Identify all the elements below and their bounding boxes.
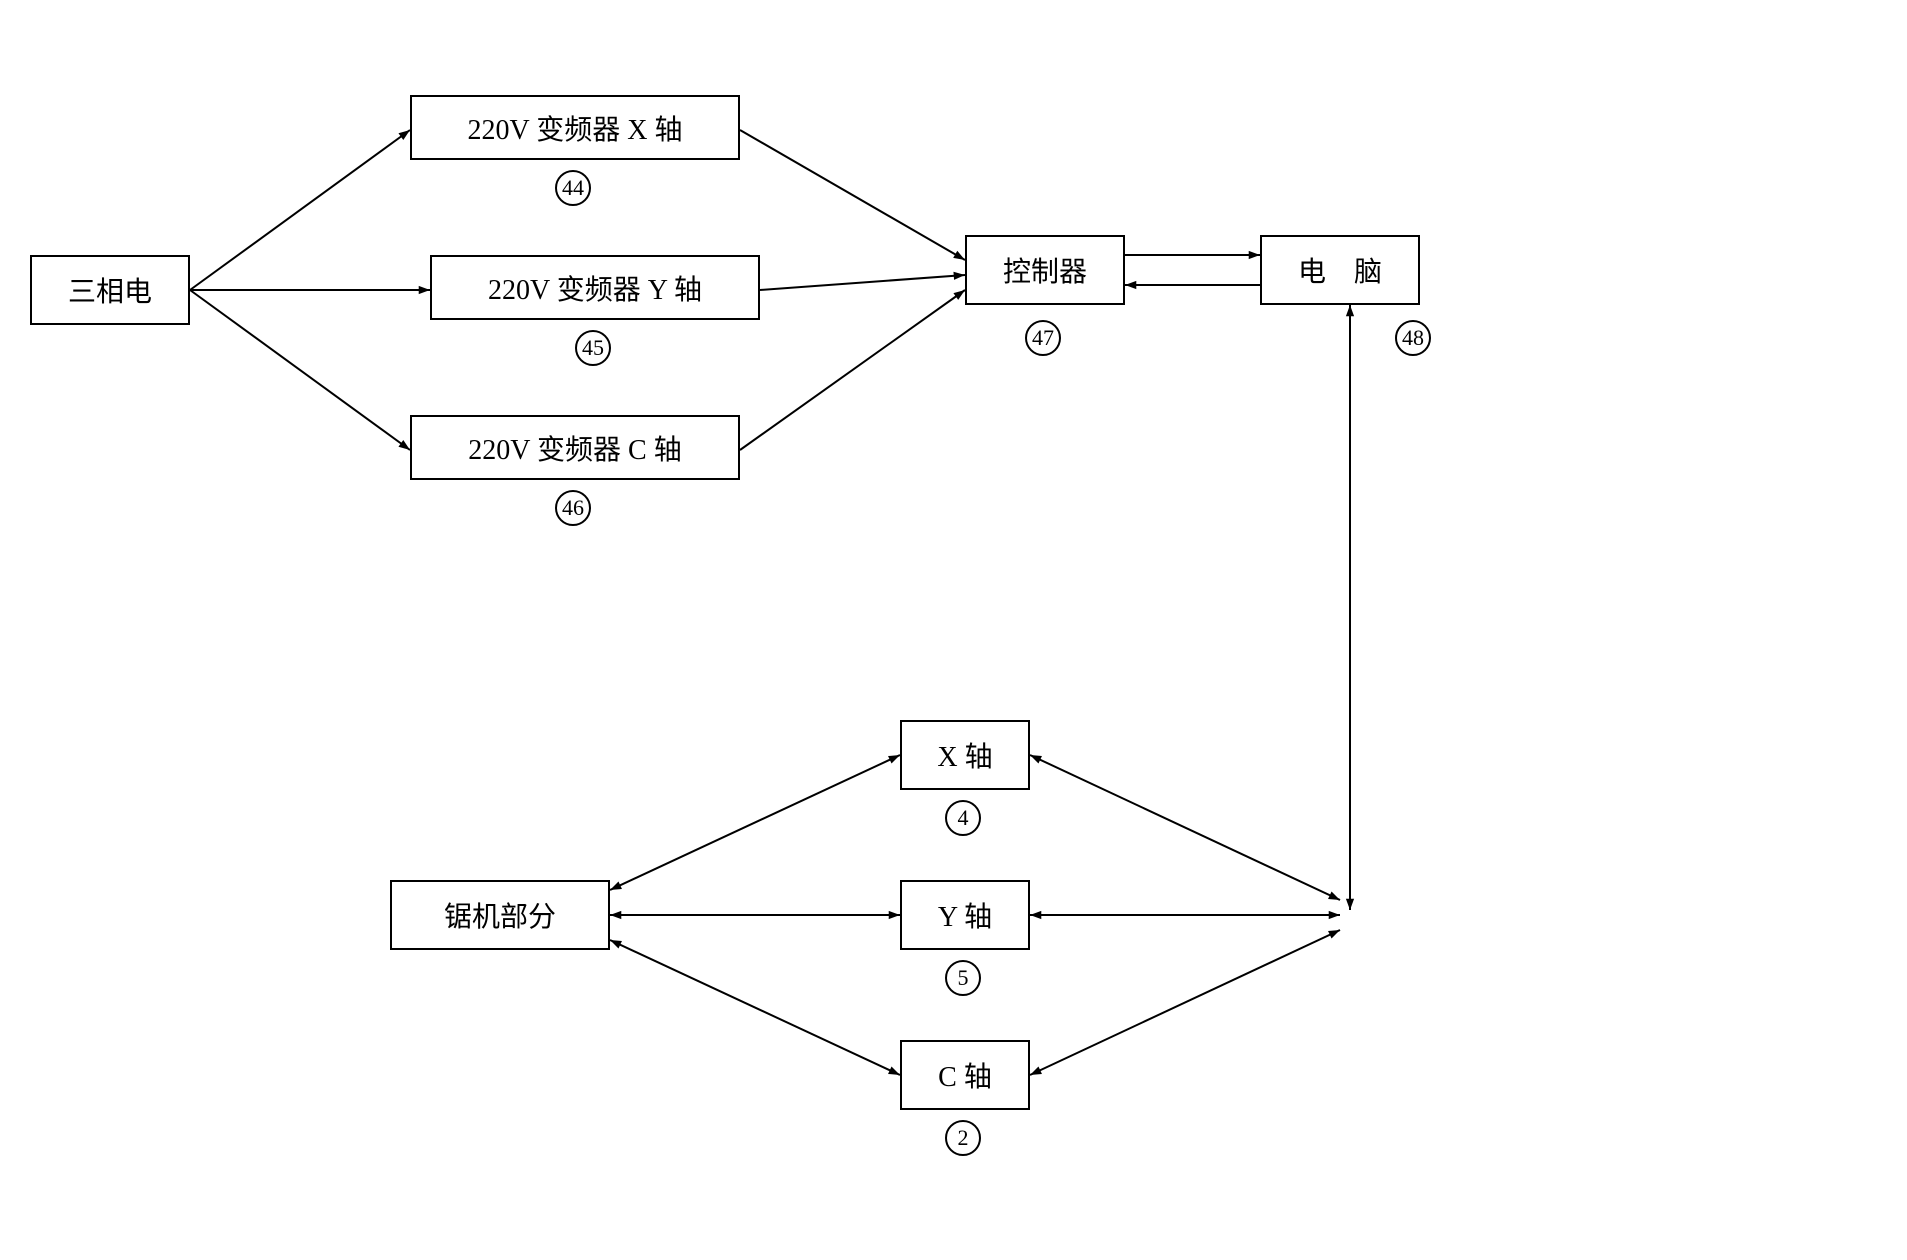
node-controller: 控制器 (965, 235, 1125, 305)
circle-text: 2 (958, 1125, 969, 1151)
node-computer: 电 脑 (1260, 235, 1420, 305)
node-label: 控制器 (1003, 250, 1087, 290)
circle-text: 44 (562, 175, 584, 201)
node-c-axis: C 轴 (900, 1040, 1030, 1110)
node-y-axis: Y 轴 (900, 880, 1030, 950)
circle-label-4: 4 (945, 800, 981, 836)
node-label: C 轴 (938, 1055, 992, 1095)
node-three-phase: 三相电 (30, 255, 190, 325)
node-label: 电 脑 (1298, 250, 1382, 290)
node-x-axis: X 轴 (900, 720, 1030, 790)
circle-label-5: 5 (945, 960, 981, 996)
circle-text: 46 (562, 495, 584, 521)
circle-text: 47 (1032, 325, 1054, 351)
node-label: 三相电 (68, 270, 152, 310)
circle-label-47: 47 (1025, 320, 1061, 356)
node-label: 220V 变频器 C 轴 (468, 428, 681, 468)
node-inverter-x: 220V 变频器 X 轴 (410, 95, 740, 160)
circle-text: 48 (1402, 325, 1424, 351)
circle-label-2: 2 (945, 1120, 981, 1156)
circle-text: 5 (958, 965, 969, 991)
circle-label-48: 48 (1395, 320, 1431, 356)
circle-label-45: 45 (575, 330, 611, 366)
node-label: 220V 变频器 X 轴 (468, 108, 683, 148)
node-label: 220V 变频器 Y 轴 (488, 268, 702, 308)
circle-label-46: 46 (555, 490, 591, 526)
node-inverter-y: 220V 变频器 Y 轴 (430, 255, 760, 320)
node-label: 锯机部分 (444, 895, 556, 935)
circle-text: 4 (958, 805, 969, 831)
node-saw-machine: 锯机部分 (390, 880, 610, 950)
node-inverter-c: 220V 变频器 C 轴 (410, 415, 740, 480)
node-label: Y 轴 (938, 895, 992, 935)
circle-text: 45 (582, 335, 604, 361)
node-label: X 轴 (937, 735, 992, 775)
circle-label-44: 44 (555, 170, 591, 206)
